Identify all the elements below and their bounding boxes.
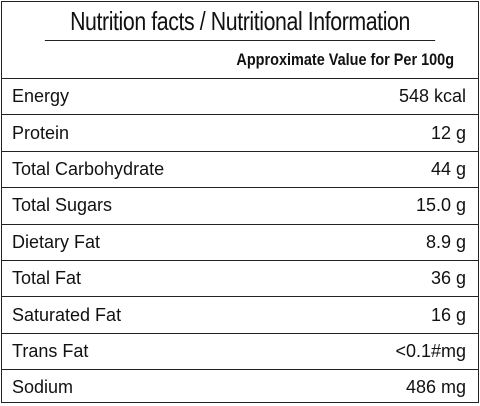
nutrient-value: 8.9 g [425,231,466,252]
nutrient-name: Total Sugars [12,195,113,216]
table-row: Protein 12 g [2,115,478,152]
nutrient-value: 44 g [430,158,466,179]
table-row: Total Fat 36 g [2,261,478,298]
column-header-text: Approximate Value for Per 100g [236,49,454,69]
table-row: Sodium 486 mg [2,370,478,405]
nutrient-name: Total Carbohydrate [12,158,165,179]
nutrient-name: Trans Fat [12,340,89,361]
nutrient-value: 12 g [430,122,466,143]
table-row: Trans Fat <0.1#mg [2,334,478,371]
nutrient-name: Sodium [12,377,74,398]
table-row: Total Sugars 15.0 g [2,188,478,225]
nutrient-name: Dietary Fat [12,231,101,252]
table-row: Total Carbohydrate 44 g [2,152,478,189]
nutrient-name: Total Fat [12,268,82,289]
nutrient-value: <0.1#mg [395,340,466,361]
nutrient-name: Energy [12,86,70,107]
nutrient-value: 16 g [430,304,466,325]
nutrient-value: 15.0 g [415,195,466,216]
nutrient-name: Saturated Fat [12,304,122,325]
table-row: Energy 548 kcal [2,79,478,116]
nutrient-value: 548 kcal [398,86,466,107]
nutrient-value: 486 mg [405,377,466,398]
table-row: Saturated Fat 16 g [2,297,478,334]
column-header: Approximate Value for Per 100g [2,41,478,79]
table-row: Dietary Fat 8.9 g [2,225,478,261]
nutrient-name: Protein [12,122,70,143]
nutrient-value: 36 g [430,268,466,289]
rows: Energy 548 kcal Protein 12 g Total Carbohydr… [2,79,478,406]
title: Nutrition facts / Nutritional Informatio… [44,2,436,41]
